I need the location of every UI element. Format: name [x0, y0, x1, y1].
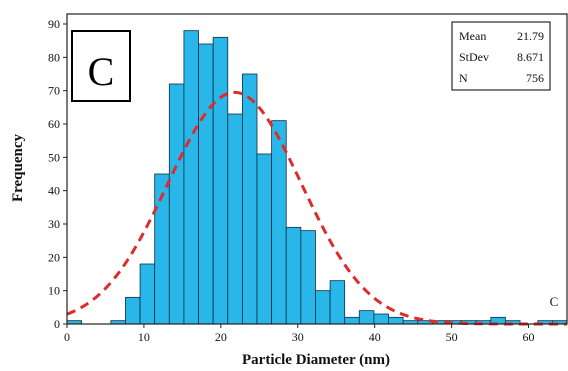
x-tick-label: 0 — [64, 330, 70, 344]
x-tick-label: 30 — [292, 330, 304, 344]
y-tick-label: 80 — [48, 50, 60, 64]
y-tick-label: 70 — [48, 84, 60, 98]
x-axis-ticks: 0 10 20 30 40 50 60 — [64, 324, 535, 344]
panel-label-frame — [71, 30, 131, 102]
y-tick-label: 50 — [48, 150, 60, 164]
y-tick-label: 90 — [48, 17, 60, 31]
stat-stdev-label: StDev — [459, 50, 489, 64]
stat-n-label: N — [459, 71, 468, 85]
y-tick-label: 40 — [48, 184, 60, 198]
histogram-bar — [300, 230, 316, 325]
y-tick-label: 0 — [54, 317, 60, 331]
histogram-bar — [198, 43, 214, 325]
histogram-bar — [227, 113, 243, 325]
histogram-bar — [125, 296, 141, 325]
histogram-bar — [315, 290, 331, 325]
y-tick-label: 20 — [48, 250, 60, 264]
histogram-bar — [388, 316, 404, 325]
x-tick-label: 50 — [446, 330, 458, 344]
histogram-bar — [139, 263, 156, 325]
x-tick-label: 60 — [523, 330, 535, 344]
x-tick-label: 10 — [138, 330, 150, 344]
corner-label: C — [550, 294, 559, 309]
y-tick-label: 30 — [48, 217, 60, 231]
x-axis-title: Particle Diameter (nm) — [242, 352, 390, 368]
stats-box: Mean 21.79 StDev 8.671 N 756 — [451, 21, 551, 91]
y-tick-label: 10 — [48, 284, 60, 298]
y-axis-ticks: 0 10 20 30 40 50 60 70 80 90 — [48, 17, 67, 331]
histogram-bar — [168, 83, 185, 325]
x-tick-label: 20 — [215, 330, 227, 344]
stats-frame — [451, 21, 551, 91]
stat-mean-value: 21.79 — [517, 29, 544, 43]
stat-stdev-value: 8.671 — [517, 50, 544, 64]
y-axis-title: Frequency — [10, 133, 26, 202]
x-tick-label: 40 — [369, 330, 381, 344]
plot-frame — [66, 13, 568, 325]
bars-group — [66, 30, 568, 325]
stat-n-value: 756 — [526, 71, 544, 85]
panel-label: C — [88, 49, 115, 94]
normal-fit-curve — [66, 90, 567, 326]
panel-label-box: C — [71, 30, 131, 102]
histogram-bar — [241, 73, 258, 325]
histogram-bar — [373, 313, 389, 325]
histogram-bar — [212, 36, 229, 325]
stat-mean-label: Mean — [459, 29, 486, 43]
histogram-bar — [183, 30, 199, 325]
histogram-bar — [256, 153, 273, 325]
y-tick-label: 60 — [48, 117, 60, 131]
histogram-bar — [329, 280, 346, 325]
histogram-bar — [344, 316, 360, 325]
histogram-bar — [358, 310, 375, 325]
histogram-bar — [285, 226, 302, 325]
